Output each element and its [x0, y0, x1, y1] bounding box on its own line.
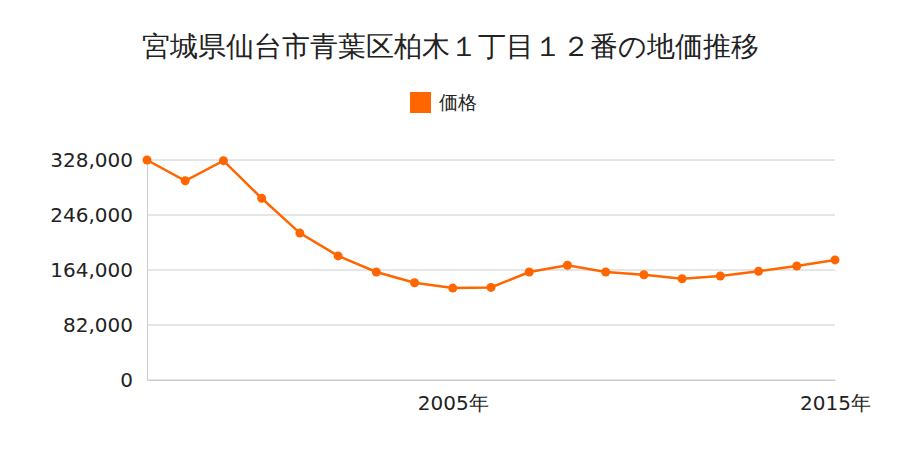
point	[563, 261, 572, 270]
x-axis: 2005年 2015年	[148, 380, 871, 415]
x-tick-label: 2005年	[418, 391, 489, 415]
grid-line	[147, 215, 835, 216]
title: 宮城県仙台市青葉区柏木１丁目１２番の地価推移	[142, 30, 759, 63]
x-tick-label: 2015年	[800, 391, 871, 415]
point	[410, 278, 419, 287]
y-tick: 0	[120, 368, 147, 392]
point	[601, 268, 610, 277]
y-tick-label: 0	[120, 368, 133, 392]
point	[754, 267, 763, 276]
x-tick: 2015年	[800, 380, 871, 415]
y-tick: 246,000	[50, 203, 147, 227]
point	[181, 176, 190, 185]
x-axis-line	[148, 380, 836, 381]
grid	[147, 160, 835, 380]
legend-label: 価格	[439, 91, 477, 113]
y-tick: 164,000	[50, 258, 147, 282]
y-tick: 328,000	[50, 148, 147, 172]
series-markers	[143, 156, 840, 293]
point	[334, 251, 343, 260]
y-tick-label: 82,000	[63, 313, 133, 337]
point	[716, 272, 725, 281]
y-axis-line	[147, 161, 148, 381]
grid-line	[147, 325, 835, 326]
point	[219, 156, 228, 165]
point	[372, 268, 381, 277]
y-tick-label: 164,000	[50, 258, 133, 282]
series-line	[147, 160, 835, 288]
point	[792, 261, 801, 270]
point	[525, 268, 534, 277]
y-tick: 82,000	[63, 313, 147, 337]
chart: 宮城県仙台市青葉区柏木１丁目１２番の地価推移 0 82,000 164,000 246,…	[0, 0, 900, 450]
grid-line	[147, 270, 835, 271]
point	[257, 194, 266, 203]
grid-line	[147, 160, 835, 161]
point	[487, 283, 496, 292]
plot-area	[143, 156, 840, 293]
point	[678, 274, 687, 283]
point	[295, 229, 304, 238]
point	[448, 284, 457, 293]
legend-swatch	[410, 92, 431, 113]
point	[639, 270, 648, 279]
y-tick-label: 246,000	[50, 203, 133, 227]
point	[831, 255, 840, 264]
grid-line	[147, 380, 835, 381]
y-tick-label: 328,000	[50, 148, 133, 172]
legend: 価格	[410, 91, 477, 113]
x-tick: 2005年	[418, 380, 489, 415]
point	[143, 156, 152, 165]
y-axis: 0 82,000 164,000 246,000 328,000	[50, 148, 147, 392]
